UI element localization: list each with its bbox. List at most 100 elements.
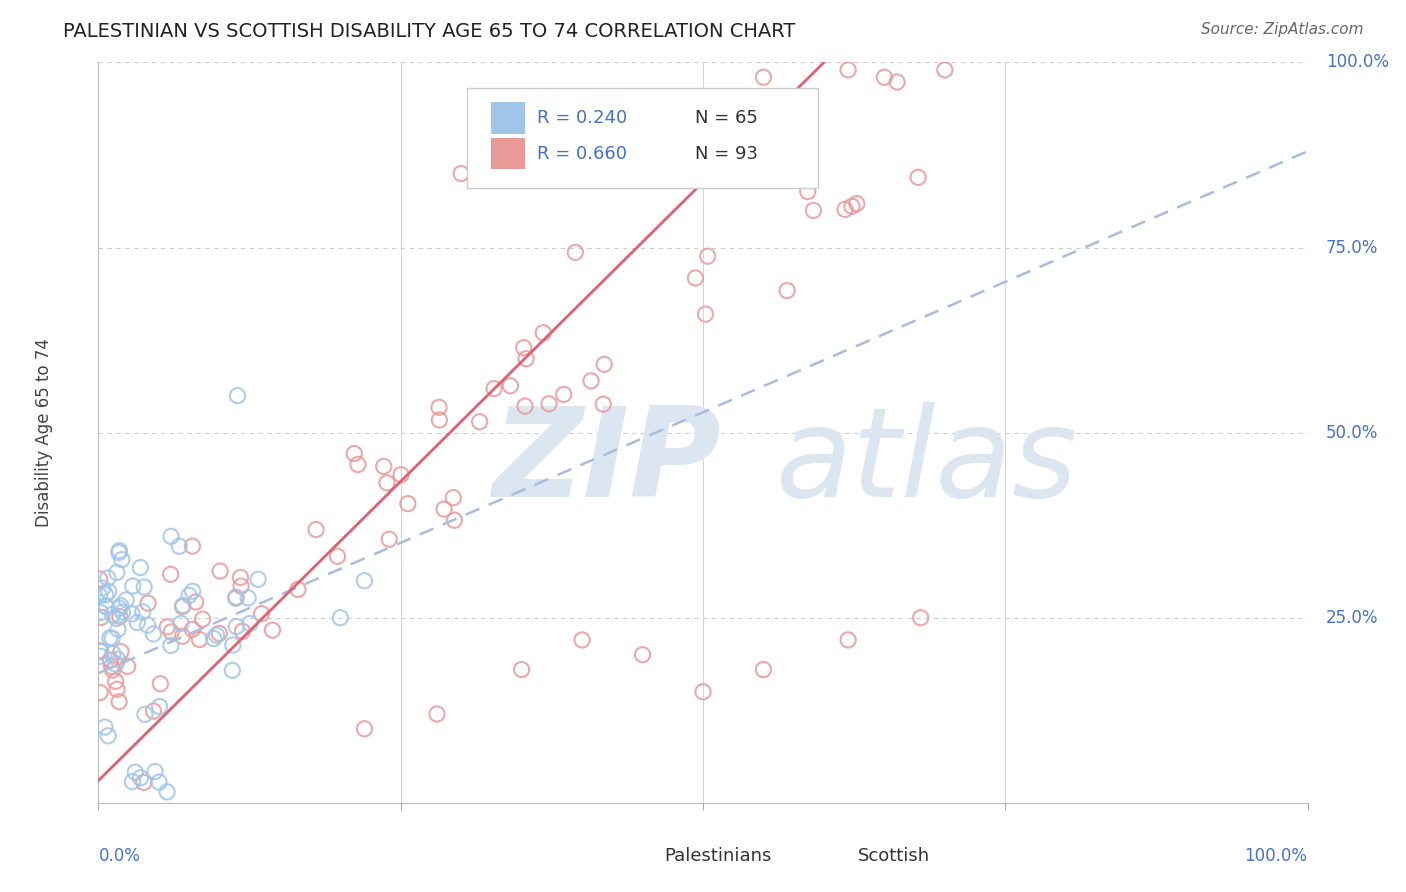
- Point: [229, 570, 252, 584]
- Text: 25.0%: 25.0%: [1326, 608, 1378, 627]
- Point: [426, 706, 449, 721]
- Point: [238, 591, 260, 605]
- Point: [450, 166, 472, 180]
- Point: [229, 579, 252, 593]
- Point: [571, 632, 593, 647]
- Point: [579, 374, 602, 388]
- Point: [101, 632, 124, 646]
- Point: [129, 771, 152, 785]
- Point: [482, 382, 505, 396]
- Point: [564, 245, 586, 260]
- Text: N = 65: N = 65: [695, 109, 758, 127]
- Point: [156, 785, 179, 799]
- Point: [97, 571, 120, 585]
- Bar: [818, 845, 848, 867]
- Text: 50.0%: 50.0%: [1326, 424, 1378, 442]
- Point: [796, 185, 818, 199]
- Point: [225, 591, 247, 606]
- Point: [841, 199, 863, 213]
- Point: [752, 70, 775, 85]
- Point: [776, 284, 799, 298]
- Point: [353, 722, 375, 736]
- Point: [101, 647, 124, 661]
- Point: [108, 695, 131, 709]
- Point: [886, 75, 908, 89]
- Point: [172, 599, 194, 614]
- Point: [191, 612, 214, 626]
- Text: R = 0.240: R = 0.240: [537, 109, 627, 127]
- Point: [353, 574, 375, 588]
- Point: [343, 446, 366, 460]
- Point: [148, 775, 170, 789]
- Point: [108, 601, 131, 615]
- Point: [172, 629, 194, 643]
- Point: [100, 659, 122, 673]
- Point: [326, 549, 349, 564]
- Text: 0.0%: 0.0%: [98, 847, 141, 865]
- Point: [172, 599, 194, 613]
- Text: R = 0.660: R = 0.660: [537, 145, 627, 162]
- Point: [108, 545, 131, 559]
- Point: [188, 632, 211, 647]
- Point: [837, 632, 859, 647]
- Point: [592, 397, 614, 411]
- Point: [247, 572, 270, 586]
- Point: [305, 523, 328, 537]
- Text: PALESTINIAN VS SCOTTISH DISABILITY AGE 65 TO 74 CORRELATION CHART: PALESTINIAN VS SCOTTISH DISABILITY AGE 6…: [63, 22, 796, 41]
- Point: [124, 765, 146, 780]
- Point: [845, 196, 868, 211]
- Point: [94, 720, 117, 734]
- Point: [129, 560, 152, 574]
- Point: [134, 580, 156, 594]
- Point: [160, 529, 183, 543]
- Point: [101, 607, 124, 622]
- Point: [510, 145, 533, 159]
- Point: [373, 459, 395, 474]
- Point: [177, 589, 200, 603]
- Point: [226, 388, 249, 402]
- Point: [512, 341, 534, 355]
- Point: [96, 599, 118, 614]
- Point: [104, 657, 127, 671]
- Point: [225, 619, 247, 633]
- Point: [107, 652, 129, 666]
- Point: [752, 663, 775, 677]
- Point: [329, 610, 352, 624]
- Bar: [492, 103, 526, 134]
- Point: [907, 170, 929, 185]
- Point: [433, 502, 456, 516]
- Point: [723, 152, 745, 166]
- Point: [108, 543, 131, 558]
- Point: [121, 607, 143, 621]
- Point: [429, 413, 451, 427]
- Point: [873, 70, 896, 85]
- Text: Disability Age 65 to 74: Disability Age 65 to 74: [35, 338, 53, 527]
- Point: [803, 203, 825, 218]
- Point: [105, 682, 128, 697]
- Text: atlas: atlas: [776, 401, 1077, 523]
- Text: Palestinians: Palestinians: [664, 847, 772, 865]
- Point: [515, 351, 537, 366]
- Point: [389, 467, 412, 482]
- Point: [89, 649, 111, 664]
- Text: Source: ZipAtlas.com: Source: ZipAtlas.com: [1201, 22, 1364, 37]
- Point: [110, 599, 132, 613]
- Point: [98, 631, 121, 645]
- Point: [105, 611, 128, 625]
- Point: [159, 567, 181, 582]
- Point: [136, 618, 159, 632]
- Point: [934, 62, 956, 77]
- Text: N = 93: N = 93: [695, 145, 758, 162]
- Point: [181, 623, 204, 637]
- Point: [427, 401, 450, 415]
- Point: [110, 644, 132, 658]
- Point: [441, 491, 464, 505]
- Point: [111, 605, 134, 619]
- Point: [89, 589, 111, 603]
- Point: [202, 632, 225, 646]
- Point: [499, 378, 522, 392]
- Point: [513, 399, 536, 413]
- Point: [631, 114, 654, 128]
- Point: [231, 624, 253, 639]
- Point: [692, 92, 714, 106]
